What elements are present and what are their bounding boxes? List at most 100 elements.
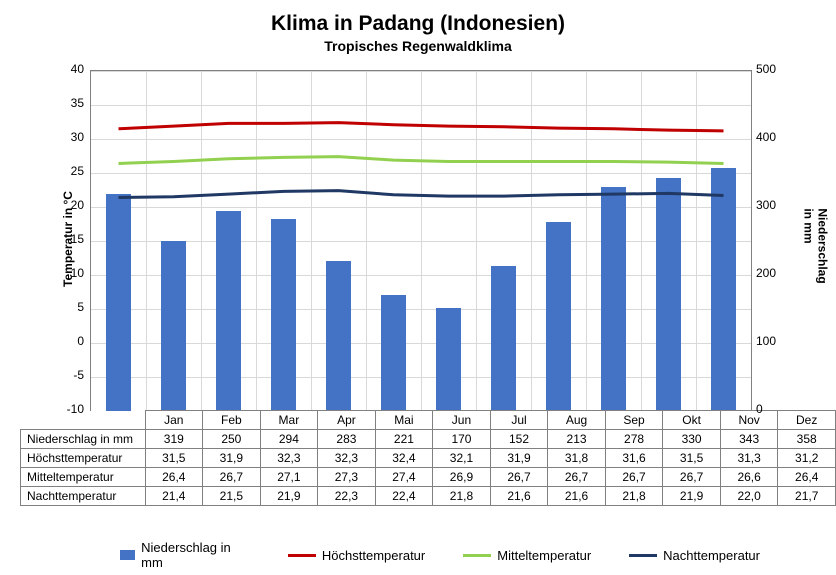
- y-left-tick: 20: [62, 198, 84, 212]
- y-right-axis-label: Niederschlag in mm: [802, 208, 830, 283]
- table-cell: 343: [720, 430, 778, 449]
- line-chart-svg: [91, 71, 751, 411]
- month-header: Mar: [260, 411, 318, 430]
- month-header: Aug: [548, 411, 606, 430]
- chart-subtitle: Tropisches Regenwaldklima: [0, 38, 836, 54]
- table-cell: 32,1: [433, 449, 491, 468]
- table-cell: 294: [260, 430, 318, 449]
- legend-item: Höchsttemperatur: [288, 540, 425, 570]
- y-left-tick: -10: [62, 402, 84, 416]
- table-cell: 31,9: [490, 449, 548, 468]
- legend-label: Nachttemperatur: [663, 548, 760, 563]
- y-left-tick: 0: [62, 334, 84, 348]
- y-right-tick: 300: [756, 198, 776, 212]
- y-left-tick: 30: [62, 130, 84, 144]
- y-right-tick: 200: [756, 266, 776, 280]
- month-header: Jun: [433, 411, 491, 430]
- y-left-tick: 10: [62, 266, 84, 280]
- table-cell: 26,9: [433, 468, 491, 487]
- table-cell: 21,7: [778, 487, 836, 506]
- table-cell: 152: [490, 430, 548, 449]
- table-cell: 26,7: [490, 468, 548, 487]
- y-left-tick: 35: [62, 96, 84, 110]
- table-cell: 32,4: [375, 449, 433, 468]
- table-cell: 21,8: [433, 487, 491, 506]
- legend-item: Niederschlag in mm: [120, 540, 250, 570]
- table-cell: 26,7: [605, 468, 663, 487]
- table-cell: 21,8: [605, 487, 663, 506]
- table-cell: 21,9: [663, 487, 721, 506]
- data-table: JanFebMarAprMaiJunJulAugSepOktNovDez Nied…: [20, 410, 836, 506]
- legend-swatch: [120, 550, 135, 560]
- legend-label: Mitteltemperatur: [497, 548, 591, 563]
- legend-swatch: [288, 554, 316, 557]
- table-row-header: Niederschlag in mm: [21, 430, 146, 449]
- plot-area: [90, 70, 752, 412]
- month-header: Apr: [318, 411, 376, 430]
- month-header: Jan: [145, 411, 203, 430]
- table-cell: 22,0: [720, 487, 778, 506]
- table-cell: 21,6: [548, 487, 606, 506]
- y-right-tick: 500: [756, 62, 776, 76]
- legend: Niederschlag in mm Höchsttemperatur Mittel…: [120, 540, 760, 570]
- legend-item: Mitteltemperatur: [463, 540, 591, 570]
- table-cell: 21,9: [260, 487, 318, 506]
- y-right-tick: 400: [756, 130, 776, 144]
- y-left-tick: 15: [62, 232, 84, 246]
- table-row-header: Nachttemperatur: [21, 487, 146, 506]
- legend-label: Höchsttemperatur: [322, 548, 425, 563]
- y-right-tick: 0: [756, 402, 763, 416]
- table-cell: 330: [663, 430, 721, 449]
- table-cell: 213: [548, 430, 606, 449]
- table-row-header: Mitteltemperatur: [21, 468, 146, 487]
- month-header: Okt: [663, 411, 721, 430]
- table-cell: 319: [145, 430, 203, 449]
- table-cell: 21,6: [490, 487, 548, 506]
- table-cell: 22,3: [318, 487, 376, 506]
- table-cell: 27,4: [375, 468, 433, 487]
- table-cell: 278: [605, 430, 663, 449]
- y-left-tick: 40: [62, 62, 84, 76]
- chart-container: Klima in Padang (Indonesien) Tropisches …: [0, 0, 836, 575]
- legend-label: Niederschlag in mm: [141, 540, 250, 570]
- table-cell: 31,3: [720, 449, 778, 468]
- table-cell: 26,4: [145, 468, 203, 487]
- table-cell: 27,1: [260, 468, 318, 487]
- table-cell: 283: [318, 430, 376, 449]
- y-right-tick: 100: [756, 334, 776, 348]
- y-left-tick: 25: [62, 164, 84, 178]
- month-header: Mai: [375, 411, 433, 430]
- table-cell: 221: [375, 430, 433, 449]
- table-cell: 31,8: [548, 449, 606, 468]
- chart-title: Klima in Padang (Indonesien): [0, 12, 836, 36]
- legend-swatch: [629, 554, 657, 557]
- table-cell: 358: [778, 430, 836, 449]
- legend-item: Nachttemperatur: [629, 540, 760, 570]
- month-header: Feb: [203, 411, 261, 430]
- table-cell: 32,3: [318, 449, 376, 468]
- table-cell: 31,9: [203, 449, 261, 468]
- table-cell: 27,3: [318, 468, 376, 487]
- table-cell: 22,4: [375, 487, 433, 506]
- y-left-tick: 5: [62, 300, 84, 314]
- table-cell: 26,6: [720, 468, 778, 487]
- month-header: Sep: [605, 411, 663, 430]
- month-header: Dez: [778, 411, 836, 430]
- table-cell: 250: [203, 430, 261, 449]
- month-header: Jul: [490, 411, 548, 430]
- table-cell: 31,6: [605, 449, 663, 468]
- table-cell: 26,7: [203, 468, 261, 487]
- legend-swatch: [463, 554, 491, 557]
- table-cell: 170: [433, 430, 491, 449]
- table-cell: 31,5: [663, 449, 721, 468]
- table-cell: 26,7: [548, 468, 606, 487]
- table-cell: 21,4: [145, 487, 203, 506]
- table-cell: 32,3: [260, 449, 318, 468]
- table-cell: 26,7: [663, 468, 721, 487]
- table-cell: 21,5: [203, 487, 261, 506]
- month-header: Nov: [720, 411, 778, 430]
- table-row-header: Höchsttemperatur: [21, 449, 146, 468]
- y-left-tick: -5: [62, 368, 84, 382]
- table-cell: 31,5: [145, 449, 203, 468]
- table-cell: 31,2: [778, 449, 836, 468]
